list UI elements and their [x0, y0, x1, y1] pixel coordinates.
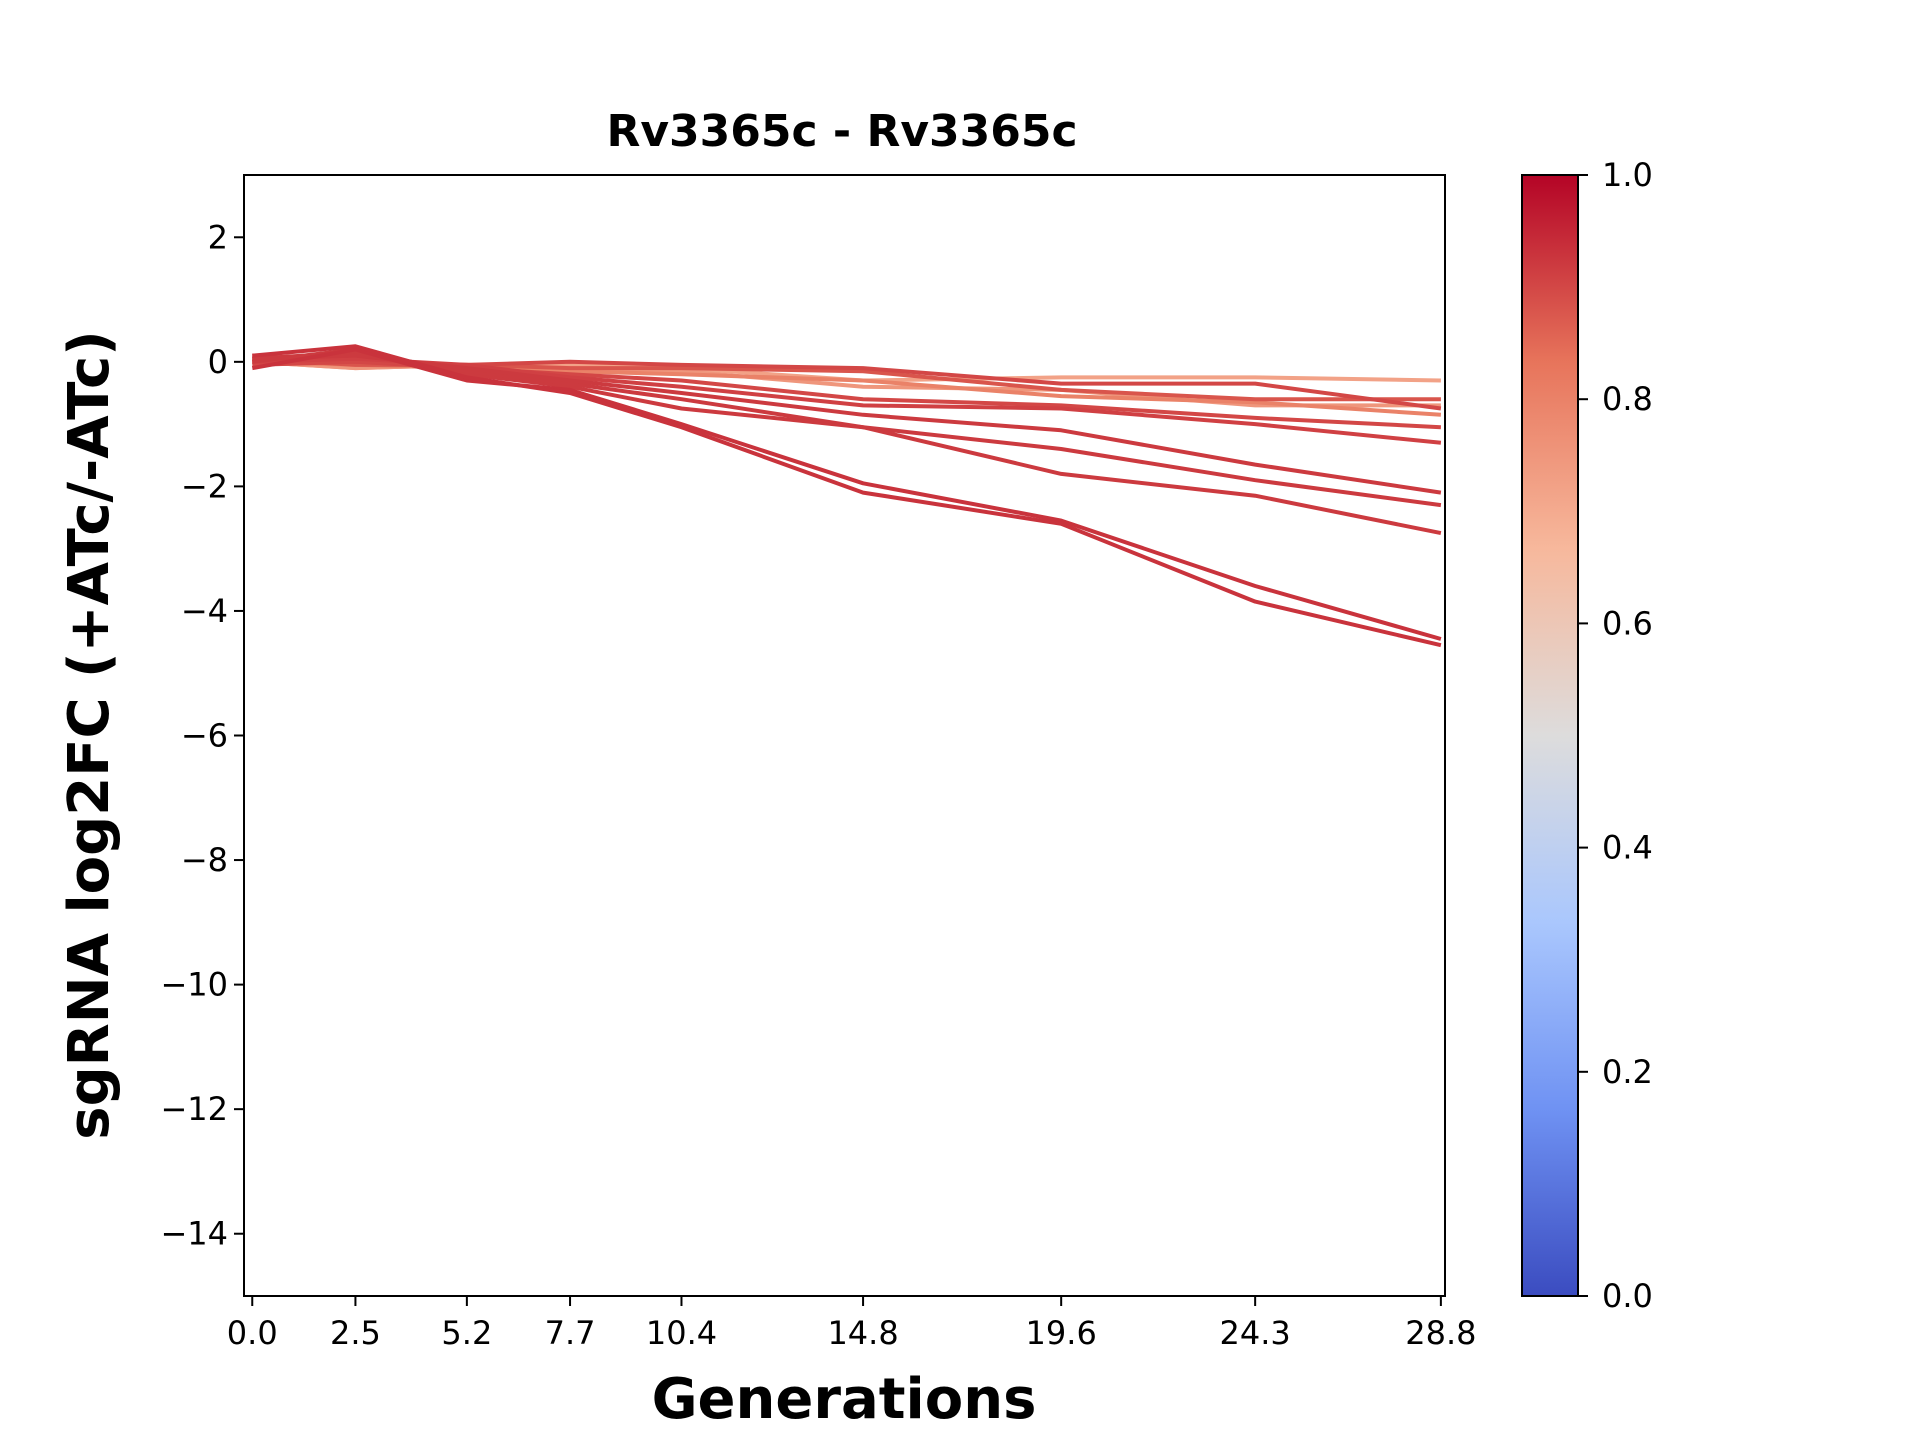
colorbar-tick-label: 0.6	[1602, 604, 1653, 642]
series-line-4	[252, 350, 1442, 508]
x-tick-label: 10.4	[646, 1314, 717, 1352]
series-layer	[251, 344, 1442, 648]
y-tick-label: −2	[181, 467, 228, 505]
colorbar-tick-label: 0.4	[1602, 829, 1653, 867]
plot-frame	[243, 174, 1446, 1297]
colorbar	[1521, 174, 1579, 1297]
chart-title: Rv3365c - Rv3365c	[606, 106, 1077, 157]
y-tick-label: 0	[208, 343, 228, 381]
x-tick-label: 19.6	[1026, 1314, 1097, 1352]
x-axis: 0.0 2.5 5.2 7.7 10.4 14.8 19.6 24.3 28.8	[227, 1296, 1476, 1352]
x-tick-label: 14.8	[827, 1314, 898, 1352]
colorbar-tick-label: 0.2	[1602, 1053, 1653, 1091]
x-tick-label: 24.3	[1220, 1314, 1291, 1352]
y-tick-label: −14	[160, 1215, 228, 1253]
y-tick-label: −4	[181, 592, 228, 630]
series-line-8	[252, 353, 1442, 411]
y-axis-label: sgRNA log2FC (+ATc/-ATc)	[57, 330, 122, 1140]
x-tick-label: 5.2	[441, 1314, 492, 1352]
x-tick-label: 28.8	[1405, 1314, 1476, 1352]
y-tick-label: −10	[160, 966, 228, 1004]
x-tick-label: 2.5	[330, 1314, 381, 1352]
colorbar-tick-label: 1.0	[1602, 156, 1653, 194]
colorbar-tick-label: 0.0	[1602, 1277, 1653, 1315]
y-tick-label: −12	[160, 1090, 228, 1128]
series-line-2	[252, 344, 1442, 648]
x-tick-label: 0.0	[227, 1314, 278, 1352]
y-axis: 2 0 −2 −4 −6 −8 −10 −12 −14	[160, 218, 244, 1253]
y-tick-label: −6	[181, 717, 228, 755]
x-tick-label: 7.7	[545, 1314, 596, 1352]
series-line-1	[251, 347, 1442, 641]
colorbar-axis: 0.0 0.2 0.4 0.6 0.8 1.0	[1578, 156, 1653, 1315]
y-tick-label: −8	[181, 841, 228, 879]
x-axis-label: Generations	[652, 1367, 1037, 1432]
y-tick-label: 2	[208, 218, 228, 256]
colorbar-tick-label: 0.8	[1602, 380, 1653, 418]
